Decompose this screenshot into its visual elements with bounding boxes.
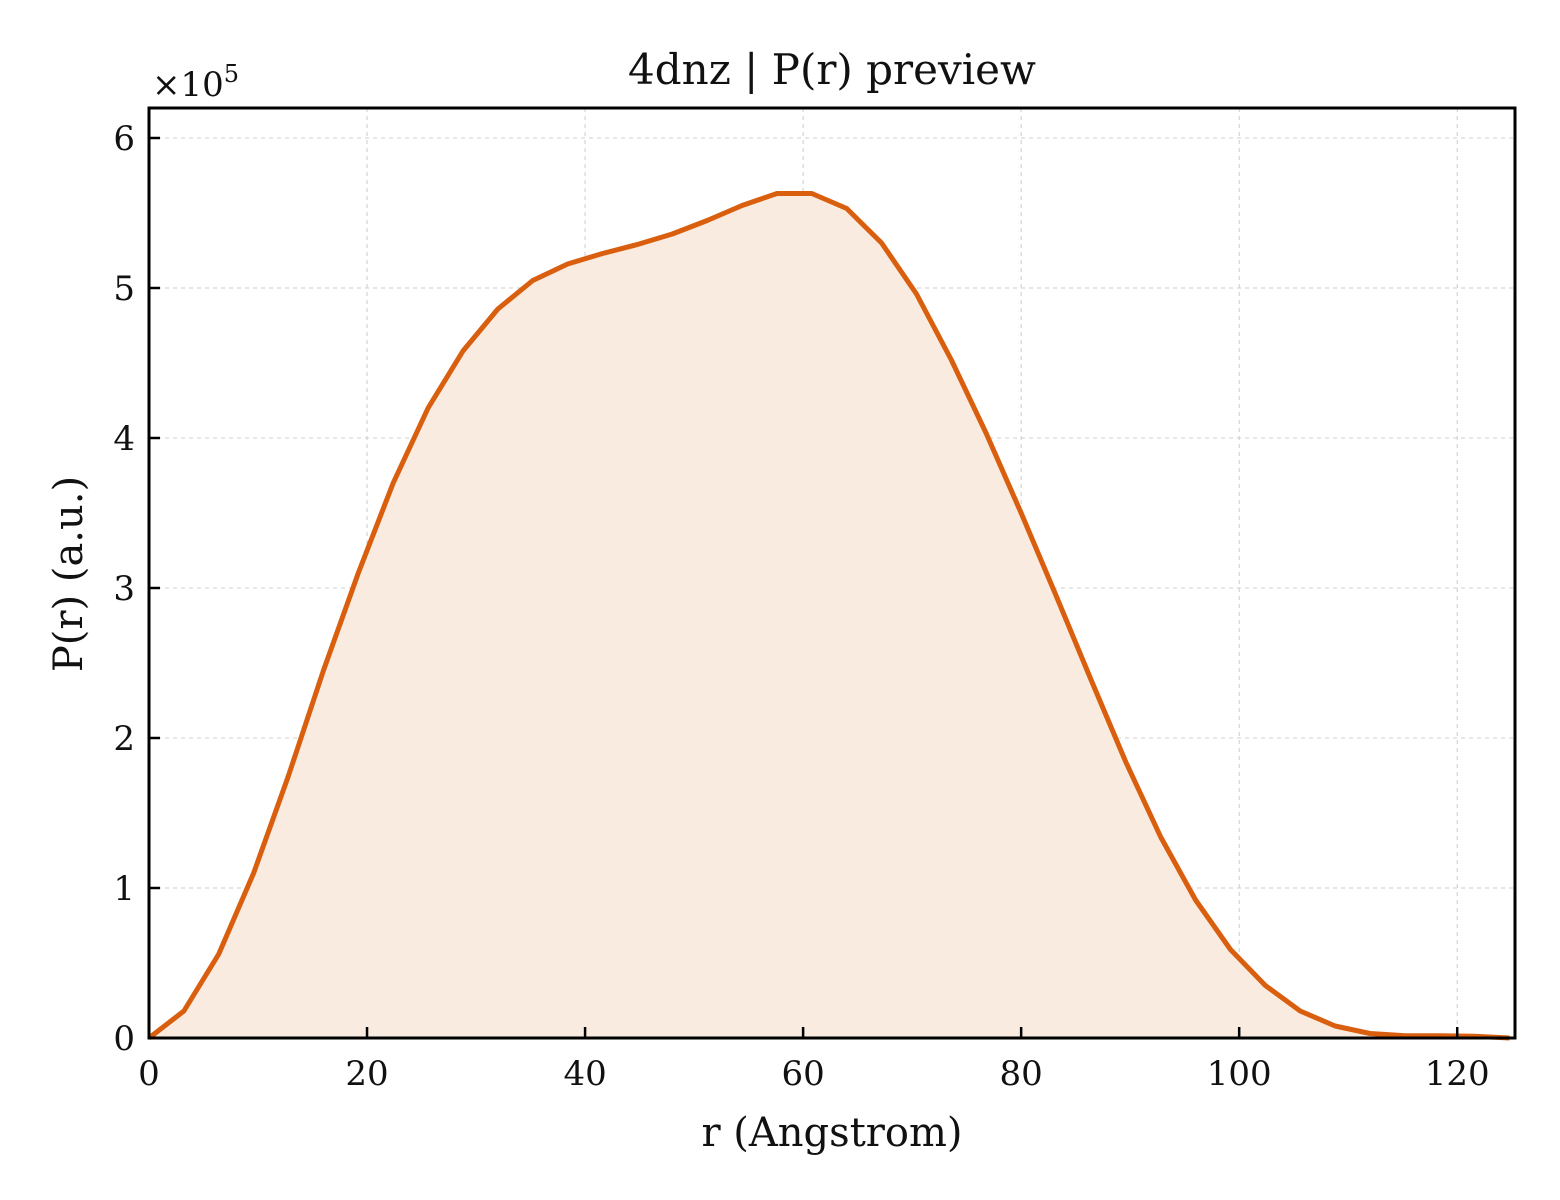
data-point [705, 218, 710, 223]
data-point [635, 242, 640, 247]
data-point [1263, 983, 1268, 988]
x-tick-label: 0 [138, 1054, 160, 1094]
x-axis-title: r (Angstrom) [701, 1110, 962, 1156]
y-multiplier-base: ×10 [152, 65, 224, 105]
y-axis-title: P(r) (a.u.) [46, 476, 92, 672]
x-tick-label: 120 [1425, 1054, 1490, 1094]
y-multiplier: ×105 [152, 60, 239, 105]
x-tick-label: 100 [1207, 1054, 1272, 1094]
data-point [914, 292, 919, 297]
data-point [600, 251, 605, 256]
y-tick-label: 0 [113, 1019, 135, 1059]
data-point [1054, 593, 1059, 598]
chart-title: 4dnz | P(r) preview [628, 45, 1036, 94]
data-point [984, 431, 989, 436]
data-point [251, 871, 256, 876]
data-point [286, 773, 291, 778]
data-point [216, 952, 221, 957]
data-point [879, 241, 884, 246]
y-tick-label: 5 [113, 269, 135, 309]
data-point [530, 278, 535, 283]
data-point [1368, 1031, 1373, 1036]
data-point [1158, 835, 1163, 840]
data-point [356, 571, 361, 576]
x-tick-label: 60 [781, 1054, 824, 1094]
data-point [426, 406, 431, 411]
data-point [181, 1009, 186, 1014]
data-point [565, 262, 570, 267]
y-tick-label: 3 [113, 569, 135, 609]
data-point [495, 307, 500, 312]
series-line [147, 191, 1510, 1041]
data-point [1333, 1024, 1338, 1029]
data-point [670, 232, 675, 237]
x-tick-label: 80 [1000, 1054, 1043, 1094]
data-point [460, 349, 465, 354]
data-point [391, 481, 396, 486]
data-point [844, 206, 849, 211]
y-axis-ticks: 0 1 2 3 4 5 6 [113, 119, 160, 1059]
area-fill [149, 193, 1510, 1038]
data-point [1123, 760, 1128, 765]
data-point [740, 203, 745, 208]
data-point [1019, 511, 1024, 516]
data-point [1298, 1009, 1303, 1014]
data-point [1228, 947, 1233, 952]
data-point [321, 668, 326, 673]
plot-frame [147, 106, 1517, 1040]
x-axis-ticks: 0 20 40 60 80 100 120 [138, 1027, 1490, 1094]
x-tick-label: 20 [345, 1054, 388, 1094]
y-tick-label: 1 [113, 869, 135, 909]
x-tick-label: 40 [563, 1054, 606, 1094]
y-multiplier-exponent: 5 [224, 60, 239, 88]
y-tick-label: 4 [113, 419, 135, 459]
data-point [809, 191, 814, 196]
data-point [1088, 677, 1093, 682]
data-point [949, 358, 954, 363]
y-tick-label: 6 [113, 119, 135, 159]
y-tick-label: 2 [113, 719, 135, 759]
data-point [774, 191, 779, 196]
data-point [1193, 898, 1198, 903]
